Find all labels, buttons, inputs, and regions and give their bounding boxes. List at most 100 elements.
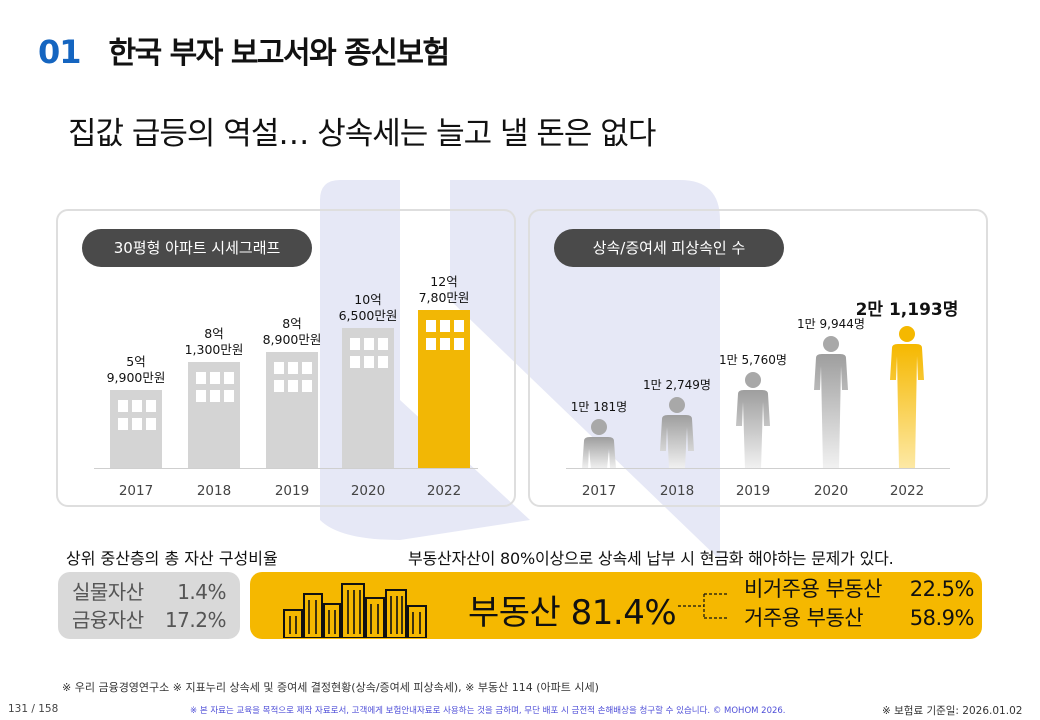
page-title: 한국 부자 보고서와 종신보험 (108, 36, 451, 71)
price-label: 10억 6,500만원 (323, 292, 413, 324)
heirs-count-pill: 상속/증여세 피상속인 수 (554, 229, 784, 267)
apartment-price-pill: 30평형 아파트 시세그래프 (82, 229, 312, 267)
apartment-price-panel: 30평형 아파트 시세그래프 5억 9,900만원 2017 8억 1,300만원 201… (56, 209, 516, 507)
price-label-man: 8,900만원 (262, 332, 322, 347)
window (350, 356, 360, 368)
window (274, 362, 284, 374)
year-label: 2018 (196, 483, 232, 499)
chart-baseline (94, 468, 478, 469)
window (132, 418, 142, 430)
window (274, 380, 284, 392)
window (440, 320, 450, 332)
price-label-eok: 8억 (282, 316, 302, 331)
real-estate-box: 부동산 81.4% 비거주용 부동산 22.5% 거주용 부동산 58.9% (250, 572, 982, 639)
header: 01 한국 부자 보고서와 종신보험 (38, 28, 451, 72)
heirs-count-label: 1만 9,944명 (797, 317, 865, 331)
heirs-count-label: 1만 181명 (570, 400, 628, 414)
disclaimer: ※ 본 자료는 교육을 목적으로 제작 자료로서, 고객에게 보험안내자료로 사… (190, 706, 786, 716)
price-label-eok: 8억 (204, 326, 224, 341)
heirs-count-chart: 1만 181명 2017 1만 2,749명 2018 1만 5,760명 2019 1만 … (530, 211, 986, 505)
price-label: 8억 8,900만원 (247, 316, 337, 348)
asset-value: 1.4% (177, 580, 226, 604)
window (210, 372, 220, 384)
year-label: 2018 (659, 483, 695, 499)
chart-baseline (566, 468, 950, 469)
price-label: 8억 1,300만원 (169, 326, 259, 358)
premium-base-date: ※ 보험료 기준일: 2026.01.02 (882, 705, 1023, 717)
window (288, 380, 298, 392)
window (118, 418, 128, 430)
year-label: 2022 (426, 483, 462, 499)
breakdown-value: 22.5% (909, 577, 975, 601)
heirs-count-label: 1만 5,760명 (719, 353, 787, 367)
price-bar (418, 310, 470, 469)
year-label: 2017 (581, 483, 617, 499)
price-label-eok: 12억 (430, 274, 458, 289)
window (132, 400, 142, 412)
year-label: 2020 (813, 483, 849, 499)
window (426, 338, 436, 350)
price-label: 12억 7,80만원 (399, 274, 489, 306)
price-label-man: 6,500만원 (338, 308, 398, 323)
real-estate-total: 부동산 81.4% (468, 593, 677, 633)
building-windows (274, 362, 312, 392)
other-assets-box: 실물자산 1.4% 금융자산 17.2% (58, 572, 240, 639)
window (288, 362, 298, 374)
window (210, 390, 220, 402)
price-label: 5억 9,900만원 (91, 354, 181, 386)
real-estate-problem-caption: 부동산자산이 80%이상으로 상속세 납부 시 현금화 해야하는 문제가 있다. (408, 549, 894, 568)
slide-subtitle: 집값 급등의 역설… 상속세는 늘고 낼 돈은 없다 (68, 116, 656, 152)
bracket-connector (678, 593, 728, 619)
window (454, 320, 464, 332)
window (378, 338, 388, 350)
window (454, 338, 464, 350)
window (302, 380, 312, 392)
real-estate-breakdown: 비거주용 부동산 22.5% 거주용 부동산 58.9% (744, 575, 975, 633)
asset-row: 금융자산 17.2% (72, 606, 227, 634)
price-label-eok: 10억 (354, 292, 382, 307)
asset-label: 실물자산 (72, 580, 144, 604)
year-label: 2022 (889, 483, 925, 499)
asset-label: 금융자산 (72, 608, 144, 632)
price-bar (342, 328, 394, 469)
person-figure-icon (736, 372, 770, 469)
person-figure-icon (582, 419, 616, 469)
year-label: 2020 (350, 483, 386, 499)
breakdown-label: 거주용 부동산 (744, 606, 864, 630)
source-note: ※ 우리 금융경영연구소 ※ 지표누리 상속세 및 증여세 결정현황(상속/증여… (62, 681, 599, 694)
page-number: 131 / 158 (8, 703, 59, 715)
price-bar (110, 390, 162, 469)
window (350, 338, 360, 350)
window (224, 390, 234, 402)
breakdown-value: 58.9% (909, 606, 975, 630)
asset-row: 실물자산 1.4% (72, 578, 226, 606)
apartment-price-chart: 5억 9,900만원 2017 8억 1,300만원 2018 8억 8,900만원 2019 1… (58, 211, 514, 505)
year-label: 2019 (274, 483, 310, 499)
building-windows (350, 338, 388, 368)
window (224, 372, 234, 384)
asset-composition-caption: 상위 중산층의 총 자산 구성비율 (66, 549, 278, 568)
person-figure-icon (660, 397, 694, 469)
year-label: 2019 (735, 483, 771, 499)
window (426, 320, 436, 332)
price-label-man: 1,300만원 (184, 342, 244, 357)
building-windows (118, 400, 156, 430)
window (146, 418, 156, 430)
building-windows (196, 372, 234, 402)
price-label-man: 7,80만원 (418, 290, 470, 305)
breakdown-row: 거주용 부동산 58.9% (744, 604, 975, 633)
price-bar (188, 362, 240, 469)
breakdown-row: 비거주용 부동산 22.5% (744, 575, 975, 604)
person-figure-icon (814, 336, 848, 469)
year-label: 2017 (118, 483, 154, 499)
window (364, 356, 374, 368)
window (364, 338, 374, 350)
heirs-count-label: 2만 1,193명 (855, 300, 959, 320)
person-figure-icon (890, 326, 924, 469)
price-bar (266, 352, 318, 469)
heirs-count-panel: 상속/증여세 피상속인 수 1만 181명 2017 1만 2,749명 2018 1만… (528, 209, 988, 507)
window (440, 338, 450, 350)
price-label-man: 9,900만원 (106, 370, 166, 385)
window (302, 362, 312, 374)
city-skyline-icon (283, 583, 427, 638)
